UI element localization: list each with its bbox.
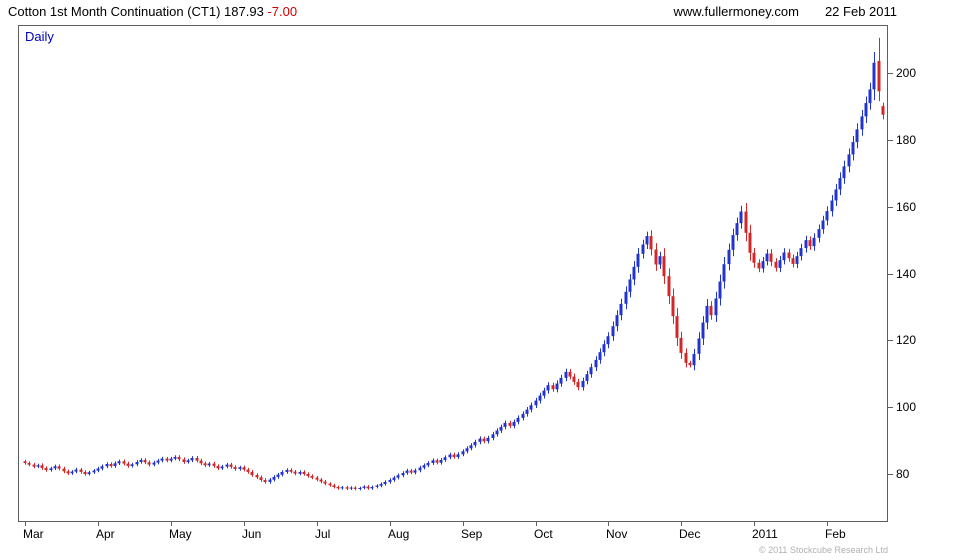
y-axis-tick-160 [888,207,893,208]
chart-title: Cotton 1st Month Continuation (CT1) 187.… [8,4,297,19]
copyright-label: © 2011 Stockcube Research Ltd [758,545,888,555]
x-axis-tick-mar [25,522,26,526]
x-axis-tick-oct [536,522,537,526]
x-axis-label-mar: Mar [23,527,44,541]
x-axis-tick-feb [827,522,828,526]
y-axis-tick-100 [888,407,893,408]
x-axis-tick-2011 [754,522,755,526]
x-axis-label-nov: Nov [606,527,628,541]
y-axis-tick-140 [888,274,893,275]
timeframe-label: Daily [25,29,54,44]
y-axis-tick-180 [888,140,893,141]
x-axis-label-jul: Jul [315,527,331,541]
chart-plot-area: Daily [18,25,888,522]
y-axis-label-100: 100 [896,400,917,414]
x-axis-label-may: May [169,527,192,541]
y-axis-tick-120 [888,340,893,341]
y-axis-tick-200 [888,73,893,74]
x-axis-label-oct: Oct [534,527,553,541]
x-axis-label-aug: Aug [388,527,410,541]
x-axis-tick-apr [98,522,99,526]
x-axis-tick-may [171,522,172,526]
y-axis-label-200: 200 [896,66,917,80]
x-axis-label-feb: Feb [825,527,846,541]
y-axis-label-160: 160 [896,200,917,214]
chart-change-value: -7.00 [267,4,298,19]
y-axis-tick-80 [888,474,893,475]
y-axis-label-180: 180 [896,133,917,147]
site-url-label: www.fullermoney.com [673,4,799,19]
x-axis-tick-aug [390,522,391,526]
x-axis-tick-nov [608,522,609,526]
header-right: www.fullermoney.com 22 Feb 2011 [673,4,897,19]
x-axis-tick-jun [244,522,245,526]
x-axis-tick-jul [317,522,318,526]
candle-series [23,37,885,491]
chart-title-text: Cotton 1st Month Continuation (CT1) 187.… [8,4,264,19]
x-axis-label-apr: Apr [96,527,115,541]
x-axis-label-sep: Sep [461,527,483,541]
x-axis-tick-dec [681,522,682,526]
y-axis-label-80: 80 [896,467,910,481]
x-axis-label-2011: 2011 [752,527,778,541]
x-axis-label-dec: Dec [679,527,701,541]
candlestick-chart [23,37,885,491]
x-axis-tick-sep [463,522,464,526]
y-axis-label-120: 120 [896,333,917,347]
y-axis-label-140: 140 [896,267,917,281]
x-axis-label-jun: Jun [242,527,262,541]
date-label: 22 Feb 2011 [824,4,897,19]
